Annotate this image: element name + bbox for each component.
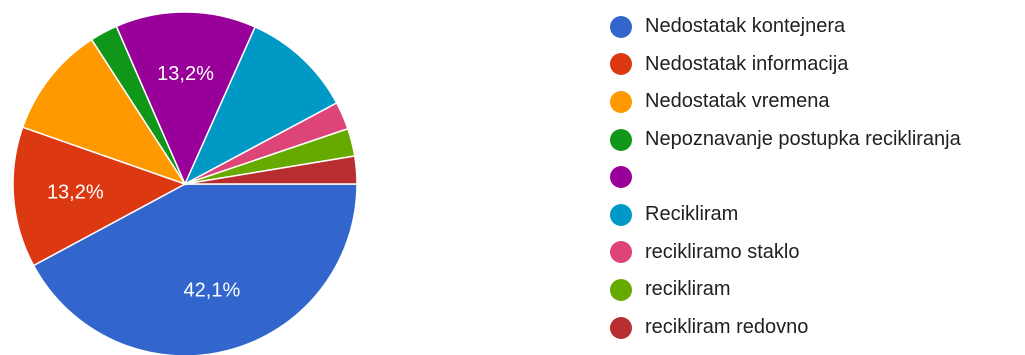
slice-data-label: 13,2% xyxy=(47,182,104,204)
legend-item: recikliramo staklo xyxy=(610,234,961,272)
legend: Nedostatak kontejnera Nedostatak informac… xyxy=(610,8,961,346)
legend-swatch xyxy=(610,278,632,301)
legend-label: Recikliram xyxy=(645,203,739,226)
legend-label: Nedostatak informacija xyxy=(645,52,849,75)
legend-swatch xyxy=(610,53,632,76)
legend-item xyxy=(610,158,961,196)
slice-data-label: 42,1% xyxy=(184,280,241,302)
pie-slice xyxy=(184,155,358,185)
legend-swatch xyxy=(610,128,632,151)
legend-swatch xyxy=(610,316,632,339)
legend-item: recikliram redovno xyxy=(610,309,961,347)
legend-label: recikliram xyxy=(645,278,731,301)
legend-item: Recikliram xyxy=(610,196,961,234)
legend-swatch xyxy=(610,15,632,38)
pie-slice xyxy=(32,183,358,355)
legend-swatch xyxy=(610,90,632,113)
slice-data-label: 13,2% xyxy=(157,63,214,85)
pie-slice xyxy=(12,126,187,267)
pie-slice xyxy=(115,11,257,186)
legend-label: recikliram redovno xyxy=(645,316,809,339)
legend-label: Nedostatak kontejnera xyxy=(645,15,846,38)
legend-item: Nedostatak kontejnera xyxy=(610,8,961,46)
legend-label: recikliramo staklo xyxy=(645,240,800,263)
legend-swatch xyxy=(610,203,632,226)
legend-label: Nedostatak vremena xyxy=(645,90,830,113)
legend-item: Nedostatak informacija xyxy=(610,46,961,84)
pie-slice xyxy=(21,38,187,186)
legend-label: Nepoznavanje postupka recikliranja xyxy=(645,128,961,151)
legend-item: recikliram xyxy=(610,271,961,309)
legend-swatch xyxy=(610,241,632,264)
pie-chart-svg: 42,1% 13,2% 13,2% xyxy=(12,11,358,355)
legend-item: Nepoznavanje postupka recikliranja xyxy=(610,121,961,159)
legend-swatch xyxy=(610,166,632,189)
pie-slice xyxy=(183,25,338,186)
legend-item: Nedostatak vremena xyxy=(610,83,961,121)
